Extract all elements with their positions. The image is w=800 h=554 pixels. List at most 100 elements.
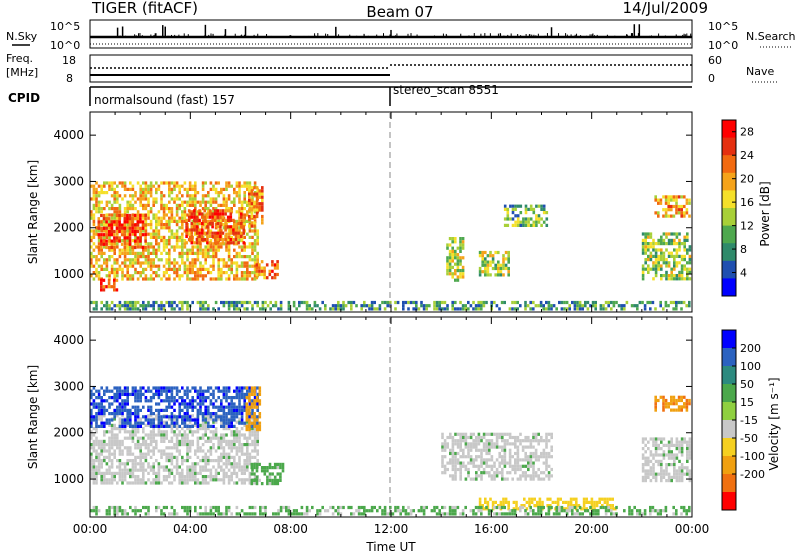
scatter-cell [144, 423, 148, 427]
scatter-cell [183, 200, 187, 204]
scatter-cell [207, 219, 210, 223]
scatter-cell [511, 207, 515, 211]
scatter-cell [532, 455, 535, 459]
scatter-cell [243, 436, 246, 440]
scatter-cell [251, 417, 254, 421]
scatter-cell [144, 267, 148, 271]
scatter-cell [123, 446, 127, 450]
scatter-cell [207, 229, 210, 233]
scatter-cell [250, 421, 254, 425]
scatter-cell [670, 453, 673, 457]
scatter-cell [528, 497, 531, 501]
scatter-cell [667, 242, 671, 246]
scatter-cell [160, 418, 163, 422]
scatter-cell [660, 463, 663, 467]
scatter-cell [451, 246, 454, 250]
scatter-cell [131, 251, 135, 255]
scatter-cell [542, 451, 546, 456]
scatter-cell [235, 412, 239, 416]
scatter-cell [227, 427, 231, 431]
scatter-cell [529, 307, 532, 311]
scatter-cell [475, 448, 478, 452]
scatter-cell [144, 248, 148, 252]
scatter-cell [168, 239, 171, 243]
scatter-cell [155, 414, 158, 418]
scatter-cell [525, 500, 529, 504]
scatter-cell [501, 445, 504, 449]
scatter-cell [155, 216, 158, 220]
scatter-cell [250, 186, 254, 190]
scatter-cell [243, 386, 246, 390]
scatter-cell [415, 307, 418, 311]
scatter-cell [255, 211, 259, 215]
scatter-cell [259, 307, 262, 311]
scatter-cell [100, 267, 103, 271]
scatter-cell [170, 405, 174, 409]
scatter-cell [214, 277, 218, 281]
scatter-cell [251, 245, 254, 249]
scatter-cell [654, 459, 658, 463]
scatter-cell [219, 228, 222, 232]
scatter-cell [123, 304, 127, 308]
scatter-cell [90, 239, 93, 243]
scatter-cell [686, 270, 689, 274]
scatter-cell [535, 214, 538, 218]
scatter-cell [242, 218, 246, 222]
scatter-cell [227, 229, 231, 233]
scatter-cell [654, 440, 658, 444]
scatter-cell [147, 446, 150, 450]
scatter-cell [196, 478, 200, 482]
scatter-cell [100, 278, 103, 282]
scatter-cell [214, 459, 218, 463]
scatter-cell [103, 455, 106, 459]
scatter-cell [131, 389, 135, 393]
scatter-cell [227, 396, 231, 400]
scatter-cell [207, 417, 210, 421]
scatter-cell [255, 192, 259, 196]
scatter-cell [160, 181, 163, 185]
scatter-cell [316, 304, 319, 308]
scatter-cell [240, 248, 244, 252]
scatter-cell [441, 432, 444, 436]
scatter-cell [253, 205, 256, 209]
scatter-cell [454, 471, 457, 475]
scatter-cell [489, 263, 492, 267]
scatter-cell [200, 212, 204, 216]
scatter-cell [121, 399, 124, 403]
scatter-cell [175, 213, 179, 217]
scatter-cell [611, 497, 614, 501]
scatter-cell [110, 389, 114, 393]
scatter-cell [105, 443, 109, 447]
scatter-cell [175, 223, 179, 227]
scatter-cell [235, 462, 239, 466]
scatter-cell [238, 443, 241, 447]
scatter-cell [201, 475, 205, 479]
scatter-cell [516, 464, 520, 468]
nave-label: Nave [746, 65, 774, 78]
scatter-cell [448, 265, 452, 269]
scatter-cell [652, 261, 655, 265]
scatter-cell [268, 269, 272, 273]
scatter-cell [521, 445, 525, 449]
scatter-cell [181, 242, 184, 246]
scatter-cell [506, 477, 509, 481]
scatter-cell [139, 187, 142, 191]
scatter-cell [209, 277, 213, 281]
scatter-cell [136, 443, 140, 447]
scatter-cell [258, 462, 261, 466]
scatter-cell [199, 203, 202, 207]
scatter-cell [204, 300, 207, 305]
scatter-cell [113, 200, 116, 204]
scatter-cell [532, 451, 535, 456]
scatter-cell [149, 430, 153, 434]
scatter-cell [149, 396, 153, 400]
scatter-cell [97, 245, 101, 250]
scatter-cell [461, 272, 465, 276]
scatter-cell [234, 228, 238, 232]
scatter-cell [255, 462, 259, 466]
scatter-cell [134, 475, 137, 479]
scatter-cell [225, 277, 228, 281]
scatter-cell [183, 264, 187, 268]
scatter-cell [181, 304, 184, 308]
scatter-cell [547, 474, 551, 478]
